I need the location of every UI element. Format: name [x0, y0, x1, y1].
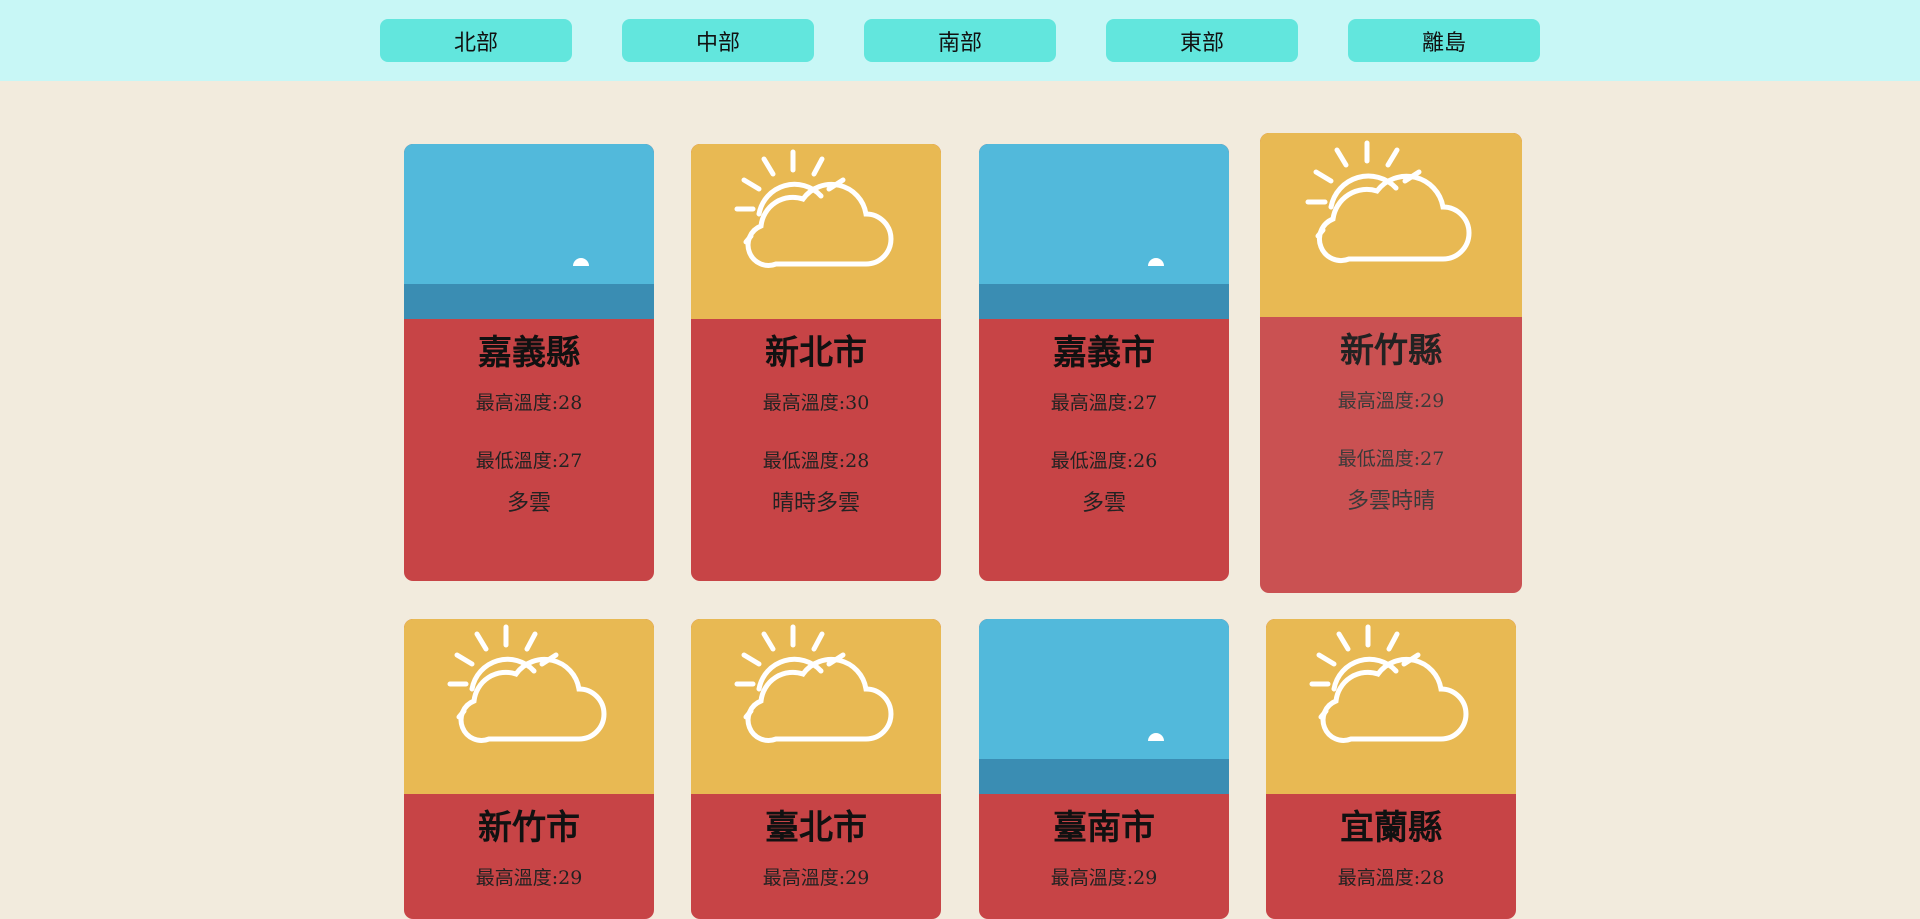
- weather-illustration: [1266, 619, 1516, 794]
- city-name: 嘉義市: [1053, 333, 1155, 373]
- max-temperature: 最高溫度:30: [762, 392, 870, 414]
- city-name: 嘉義縣: [478, 333, 580, 373]
- region-button-south[interactable]: 南部: [864, 19, 1056, 62]
- moon-over-sea-icon: [1148, 733, 1164, 741]
- region-button-north[interactable]: 北部: [380, 19, 572, 62]
- max-temperature: 最高溫度:28: [1337, 867, 1445, 889]
- region-button-central[interactable]: 中部: [622, 19, 814, 62]
- weather-description: 多雲: [1081, 491, 1126, 516]
- max-temperature: 最高溫度:27: [1050, 392, 1158, 414]
- sea-band: [979, 284, 1229, 319]
- min-temperature: 最低溫度:27: [1337, 448, 1445, 470]
- sun-cloud-icon: [734, 624, 894, 743]
- region-button-islands[interactable]: 離島: [1348, 19, 1540, 62]
- weather-illustration: [404, 619, 654, 794]
- weather-card-hsinchu-county[interactable]: 新竹縣 最高溫度:29 最低溫度:27 多雲時晴: [1260, 133, 1522, 593]
- moon-over-sea-icon: [573, 258, 589, 266]
- weather-illustration: [691, 619, 941, 794]
- city-name: 新竹縣: [1340, 331, 1442, 371]
- weather-card-tainan-city[interactable]: 臺南市 最高溫度:29: [979, 619, 1229, 919]
- weather-card-chiayi-county[interactable]: 嘉義縣 最高溫度:28 最低溫度:27 多雲: [404, 144, 654, 581]
- max-temperature: 最高溫度:29: [1050, 867, 1158, 889]
- weather-description: 晴時多雲: [771, 491, 860, 516]
- weather-illustration: [1260, 133, 1522, 317]
- sun-cloud-icon: [1305, 140, 1472, 264]
- city-name: 臺北市: [765, 808, 867, 848]
- region-nav-bar: 北部 中部 南部 東部 離島: [0, 0, 1920, 81]
- sea-band: [979, 759, 1229, 794]
- max-temperature: 最高溫度:29: [1337, 390, 1445, 412]
- max-temperature: 最高溫度:29: [762, 867, 870, 889]
- weather-description: 多雲: [506, 491, 551, 516]
- city-name: 新北市: [765, 333, 867, 373]
- weather-illustration: [691, 144, 941, 319]
- weather-card-chiayi-city[interactable]: 嘉義市 最高溫度:27 最低溫度:26 多雲: [979, 144, 1229, 581]
- weather-card-taipei-city[interactable]: 臺北市 最高溫度:29: [691, 619, 941, 919]
- weather-description: 多雲時晴: [1346, 489, 1435, 514]
- weather-card-hsinchu-city[interactable]: 新竹市 最高溫度:29: [404, 619, 654, 919]
- weather-illustration: [404, 144, 654, 319]
- weather-card-new-taipei[interactable]: 新北市 最高溫度:30 最低溫度:28 晴時多雲: [691, 144, 941, 581]
- sea-band: [404, 284, 654, 319]
- max-temperature: 最高溫度:29: [475, 867, 583, 889]
- sun-cloud-icon: [447, 624, 607, 743]
- min-temperature: 最低溫度:28: [762, 450, 870, 472]
- region-button-east[interactable]: 東部: [1106, 19, 1298, 62]
- sun-cloud-icon: [1309, 624, 1469, 743]
- weather-illustration: [979, 144, 1229, 319]
- max-temperature: 最高溫度:28: [475, 392, 583, 414]
- min-temperature: 最低溫度:26: [1050, 450, 1158, 472]
- weather-illustration: [979, 619, 1229, 794]
- city-name: 新竹市: [478, 808, 580, 848]
- weather-card-yilan-county[interactable]: 宜蘭縣 最高溫度:28: [1266, 619, 1516, 919]
- min-temperature: 最低溫度:27: [475, 450, 583, 472]
- city-name: 宜蘭縣: [1340, 808, 1442, 848]
- moon-over-sea-icon: [1148, 258, 1164, 266]
- city-name: 臺南市: [1053, 808, 1155, 848]
- sun-cloud-icon: [734, 149, 894, 268]
